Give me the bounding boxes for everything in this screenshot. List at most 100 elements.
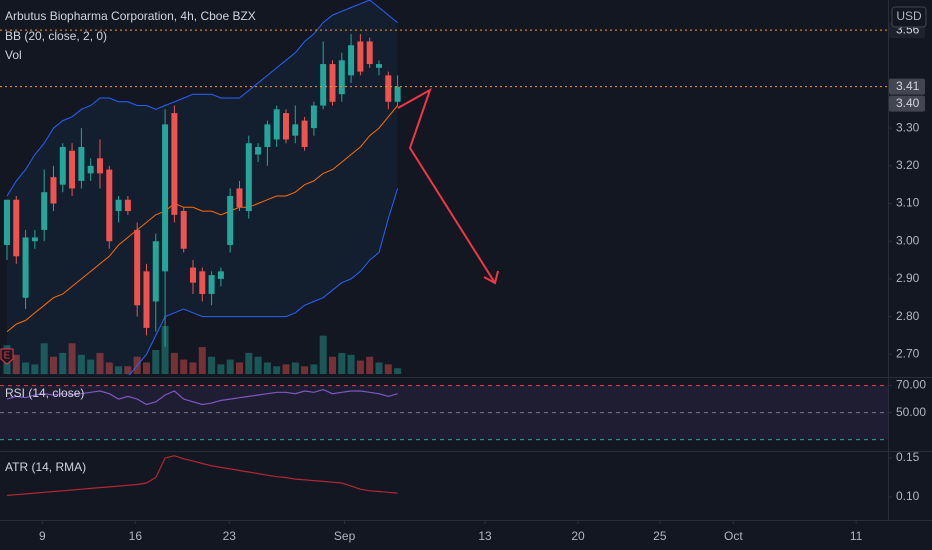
candle-body [115,199,122,212]
candle-body [329,64,336,102]
candle-body [236,188,243,208]
volume-bar [59,352,67,374]
candle-body [106,169,113,242]
indicator-line [6,105,398,333]
volume-bar [105,362,113,374]
volume-bar [263,362,271,374]
candle-body [87,165,94,174]
x-tick-label: Oct [724,529,743,543]
price-pane [3,0,402,375]
candle-body [69,150,76,189]
volume-bar [273,366,281,374]
volume-bar [282,364,290,374]
volume-bar [161,326,169,374]
volume-bar [87,359,95,374]
y-tick-label: 3.20 [896,158,920,172]
y-tick-label: 50.00 [896,405,926,419]
candle-body [31,237,38,242]
price-tag-label: 3.41 [896,79,920,93]
candle-body [227,195,234,245]
chart-title: Arbutus Biopharma Corporation, 4h, Cboe … [5,9,256,23]
volume-bar [170,352,178,374]
volume-bar [366,356,374,374]
volume-bar [328,356,336,374]
indicator-line [6,0,398,197]
volume-bar [142,362,150,374]
candle-body [301,120,308,147]
candle-body [385,75,392,102]
candle-body [199,271,206,294]
volume-bar [68,343,76,374]
indicator-label: ATR (14, RMA) [5,460,86,474]
price-tag-label: 3.40 [896,96,920,110]
volume-bar [12,354,20,374]
candle-body [348,45,355,76]
volume-bar [124,366,132,374]
candle-body [143,271,150,328]
volume-bar [375,362,383,374]
x-tick-label: 11 [850,529,863,543]
bb-fill [6,0,398,375]
candle-body [59,146,66,185]
y-tick-label: 0.15 [896,450,920,464]
indicator-line [128,188,399,375]
y-tick-label: 3.30 [896,120,920,134]
candle-body [282,113,289,140]
candle-body [96,158,103,174]
x-tick-label: 20 [571,529,585,543]
candle-body [41,192,48,230]
volume-bar [245,352,253,374]
volume-bar [319,335,327,374]
volume-bar [115,366,123,374]
volume-bar [96,352,104,374]
volume-bar [356,360,364,374]
y-tick-label: 2.70 [896,346,920,360]
candle-body [171,113,178,215]
y-tick-label: 2.80 [896,309,920,323]
candle-body [180,211,187,249]
candle-body [162,124,169,272]
volume-bar [180,359,188,374]
candle-body [50,177,57,204]
candle-body [78,146,85,181]
volume-bar [226,359,234,374]
x-tick-label: 13 [478,529,492,543]
candle-body [394,86,401,102]
y-tick-label: 2.90 [896,271,920,285]
candle-body [366,41,373,65]
volume-bar [198,347,206,374]
x-tick-label: 16 [129,529,143,543]
candle-body [189,267,196,283]
indicator-label: RSI (14, close) [5,386,84,400]
x-tick-label: 23 [223,529,237,543]
candle-body [3,199,10,245]
volume-bar [384,364,392,374]
volume-bar [310,364,318,374]
volume-bar [49,356,57,374]
candle-body [208,275,215,294]
candle-body [273,109,280,140]
candle-body [357,41,364,72]
candle-body [320,64,327,106]
currency-box[interactable] [891,6,927,28]
volume-bar [254,356,262,374]
drawing-arrow [397,87,496,284]
volume-bar [235,362,243,374]
y-tick-label: 70.00 [896,378,926,392]
volume-bar [189,362,197,374]
candle-body [13,199,20,257]
candle-body [375,64,382,68]
candle-body [134,229,141,306]
volume-bar [77,354,85,374]
volume-bar [40,343,48,374]
volume-bar [152,350,160,374]
indicator-label: BB (20, close, 2, 0) [5,29,107,43]
volume-bar [31,364,39,374]
volume-bar [217,364,225,374]
candle-body [22,237,29,298]
volume-bar [301,366,309,374]
volume-bar [291,362,299,374]
earnings-label: E [4,351,11,362]
